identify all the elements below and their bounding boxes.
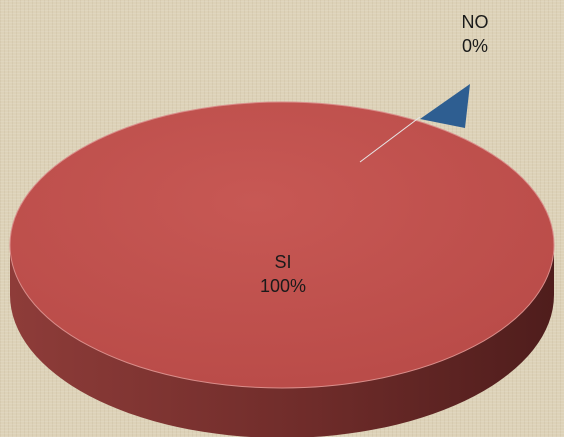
slice-no-percent: 0% [461, 36, 488, 56]
slice-si-percent: 100% [259, 276, 307, 296]
slice-no [420, 84, 470, 128]
slice-no-label: NO 0% [440, 10, 510, 58]
slice-si-category: SI [274, 252, 292, 272]
slice-si-label: SI 100% [243, 250, 323, 298]
slice-si-side [10, 245, 554, 437]
slice-no-category: NO [461, 12, 489, 32]
slice-no-leader-line [359, 116, 421, 163]
slice-si [9, 101, 555, 389]
